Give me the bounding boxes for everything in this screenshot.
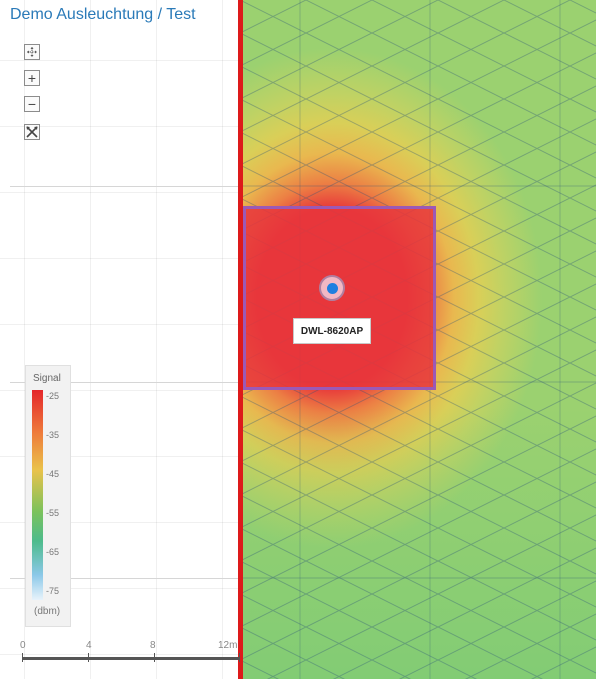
scale-tick	[239, 653, 240, 662]
zoom-in-button[interactable]: +	[24, 70, 40, 86]
scale-label: 0	[20, 640, 26, 651]
scale-tick	[154, 653, 155, 662]
legend-title: Signal	[33, 373, 61, 384]
scale-line	[22, 657, 240, 660]
legend-tick: -45	[46, 469, 60, 479]
grid-major-line	[10, 382, 240, 383]
grid-major-line	[10, 578, 240, 579]
legend-color-bar	[32, 390, 43, 600]
grid-major-line	[10, 186, 240, 187]
scale-tick	[22, 653, 23, 662]
legend-unit: (dbm)	[34, 606, 61, 617]
cross-arrows-icon	[26, 126, 38, 138]
fit-icon	[27, 47, 37, 57]
fit-to-screen-button[interactable]	[24, 44, 40, 60]
legend-tick: -35	[46, 430, 60, 440]
access-point-marker[interactable]	[319, 275, 345, 301]
legend-tick: -65	[46, 547, 60, 557]
scale-label: 4	[86, 640, 92, 651]
legend-tick: -55	[46, 508, 60, 518]
legend-tick: -75	[46, 586, 60, 596]
wall[interactable]	[238, 0, 243, 679]
legend-tick: -25	[46, 391, 60, 401]
scale-label: 12m	[218, 640, 238, 651]
signal-legend: Signal -25 -35 -45 -55 -65 -75 (dbm)	[25, 365, 71, 627]
scale-bar: 0 4 8 12m	[20, 640, 242, 670]
page-title: Demo Ausleuchtung / Test	[10, 6, 196, 23]
access-point-label[interactable]: DWL-8620AP	[293, 318, 371, 344]
zoom-out-button[interactable]: −	[24, 96, 40, 112]
reset-view-button[interactable]	[24, 124, 40, 140]
scale-tick	[88, 653, 89, 662]
scale-label: 8	[150, 640, 156, 651]
access-point-icon	[326, 282, 338, 294]
